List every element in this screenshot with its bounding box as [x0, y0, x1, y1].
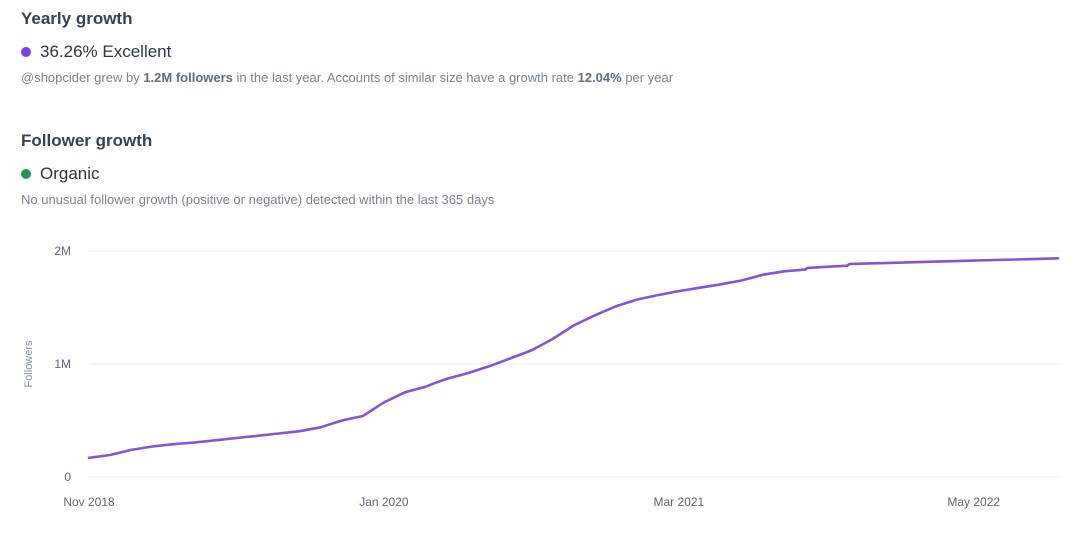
- follower-growth-title: Follower growth: [21, 131, 153, 150]
- yearly-growth-status: 36.26% Excellent: [21, 42, 673, 62]
- yearly-growth-value: 36.26% Excellent: [40, 42, 172, 61]
- desc-bold-followers: 1.2M followers: [143, 70, 233, 85]
- status-dot-icon: [21, 169, 31, 179]
- y-tick-label: 1M: [54, 357, 71, 371]
- follower-growth-description: No unusual follower growth (positive or …: [21, 192, 495, 207]
- x-tick-label: Nov 2018: [63, 495, 115, 509]
- desc-text-2: in the last year. Accounts of similar si…: [236, 70, 574, 85]
- followers-series-line: [87, 257, 1060, 460]
- y-tick-label: 2M: [54, 244, 71, 258]
- desc-text-3: per year: [625, 70, 674, 85]
- y-tick-label: 0: [64, 470, 71, 484]
- x-tick-label: Mar 2021: [653, 495, 704, 509]
- x-tick-label: Jan 2020: [359, 495, 409, 509]
- desc-bold-rate: 12.04%: [577, 70, 622, 85]
- status-dot-icon: [21, 47, 31, 57]
- follower-growth-status: Organic: [21, 164, 494, 184]
- yearly-growth-section: Yearly growth 36.26% Excellent @shopcide…: [21, 9, 673, 86]
- y-axis-label: Followers: [23, 340, 35, 388]
- follower-growth-section: Follower growth Organic No unusual follo…: [21, 131, 494, 208]
- desc-text-1: @shopcider grew by: [21, 70, 140, 85]
- yearly-growth-title: Yearly growth: [21, 9, 133, 28]
- follower-growth-value: Organic: [40, 164, 100, 183]
- x-tick-label: May 2022: [947, 495, 1000, 509]
- yearly-growth-description: @shopcider grew by 1.2M followers in the…: [21, 70, 673, 86]
